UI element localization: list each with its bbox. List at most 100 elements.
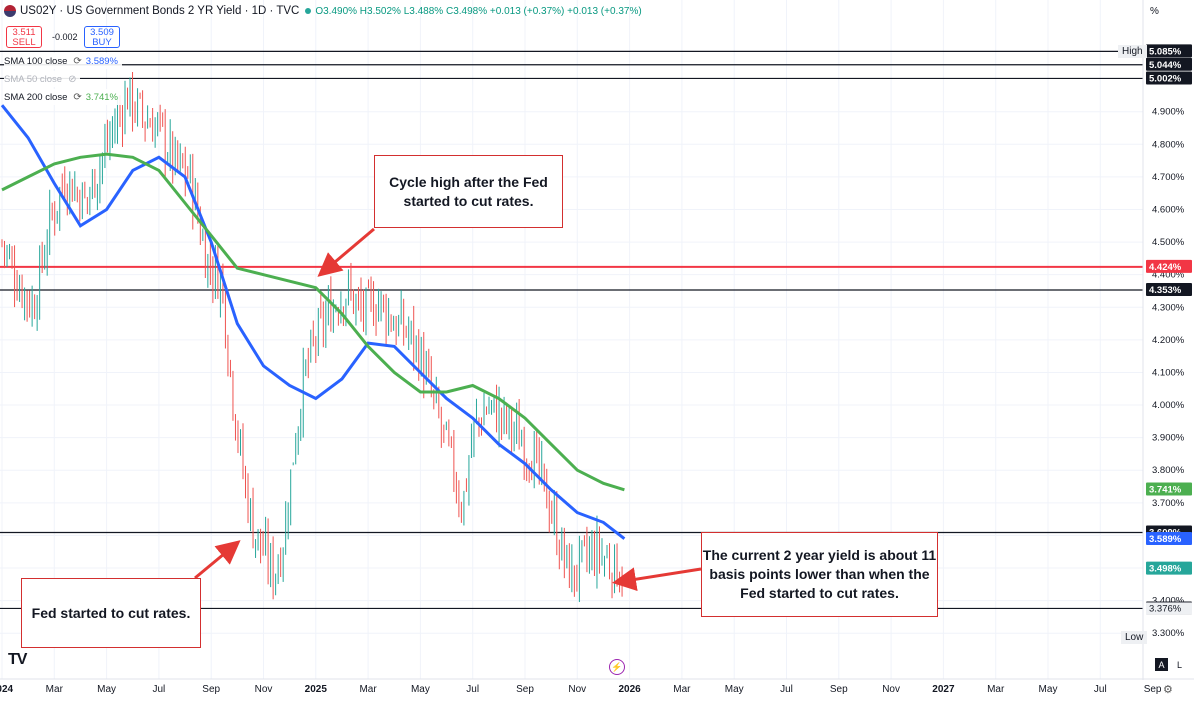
level-tag-bg bbox=[1146, 44, 1192, 58]
x-tick-label: 2024 bbox=[0, 684, 14, 695]
level-tag-bg bbox=[1146, 57, 1192, 71]
indicator-name: SMA 200 close bbox=[4, 91, 68, 103]
extreme-tag-bg bbox=[1146, 602, 1192, 615]
lightning-event-icon[interactable]: ⚡ bbox=[609, 659, 625, 675]
horizontal-lines bbox=[0, 50, 1143, 610]
x-tick-label: May bbox=[411, 684, 430, 695]
x-tick-label: Mar bbox=[673, 684, 691, 695]
sell-button[interactable]: 3.511 SELL bbox=[6, 26, 42, 48]
x-tick-label: May bbox=[1039, 684, 1058, 695]
chart-header: US02Y · US Government Bonds 2 YR Yield ·… bbox=[0, 0, 642, 22]
x-tick-label: Sep bbox=[202, 684, 220, 695]
indicator-sma100[interactable]: SMA 100 close ⟳ 3.589% bbox=[4, 53, 122, 69]
arrow-fed-cut bbox=[194, 540, 241, 580]
level-tag: 4.424% bbox=[1149, 262, 1182, 273]
y-axis-bg bbox=[1143, 0, 1194, 702]
y-tick-label: 4.400% bbox=[1152, 270, 1185, 281]
price-tag: 3.589% bbox=[1149, 534, 1182, 545]
high-label: High bbox=[1118, 45, 1147, 58]
price-tag-bg bbox=[1146, 561, 1192, 575]
tradingview-logo: TV bbox=[8, 651, 27, 668]
price-tag-bg bbox=[1146, 532, 1192, 546]
ohlc-values: O3.490% H3.502% L3.488% C3.498% +0.013 (… bbox=[315, 5, 642, 17]
x-tick-label: May bbox=[725, 684, 744, 695]
y-tick-label: 3.900% bbox=[1152, 433, 1185, 444]
x-tick-label: Sep bbox=[516, 684, 534, 695]
price-tag-bg bbox=[1146, 482, 1192, 496]
level-tag: 4.353% bbox=[1149, 285, 1182, 296]
price-tag: 3.498% bbox=[1149, 564, 1182, 575]
y-tick-label: 4.000% bbox=[1152, 400, 1185, 411]
grid bbox=[0, 0, 1154, 679]
indicator-sma50[interactable]: SMA 50 close ⊘ bbox=[4, 71, 81, 87]
y-tick-label: 4.500% bbox=[1152, 237, 1185, 248]
annotation-cycle-high: Cycle high after the Fed started to cut … bbox=[374, 155, 563, 228]
x-tick-label: Jul bbox=[153, 684, 166, 695]
x-tick-label: Jul bbox=[466, 684, 479, 695]
auto-scale-button[interactable]: A bbox=[1155, 658, 1168, 671]
settings-gear-icon[interactable]: ⚙ bbox=[1163, 684, 1173, 696]
x-tick-label: Sep bbox=[830, 684, 848, 695]
y-tick-label: 4.300% bbox=[1152, 302, 1185, 313]
y-tick-label: 3.300% bbox=[1152, 628, 1185, 639]
level-tag: 5.002% bbox=[1149, 73, 1182, 84]
log-scale-button[interactable]: L bbox=[1176, 659, 1182, 670]
hidden-eye-icon[interactable]: ⊘ bbox=[68, 73, 77, 85]
y-tick-label: 4.700% bbox=[1152, 172, 1185, 183]
settings-icon[interactable]: ⟳ bbox=[73, 55, 82, 67]
level-tag: 5.044% bbox=[1149, 60, 1182, 71]
symbol-title[interactable]: US02Y · US Government Bonds 2 YR Yield ·… bbox=[20, 5, 300, 17]
spread-value: -0.002 bbox=[52, 32, 78, 42]
indicator-sma200[interactable]: SMA 200 close ⟳ 3.741% bbox=[4, 89, 122, 105]
arrow-cycle-high bbox=[317, 227, 375, 277]
level-tag-bg bbox=[1146, 283, 1192, 297]
annotation-current-yield: The current 2 year yield is about 11 bas… bbox=[701, 532, 938, 617]
market-status-icon bbox=[305, 8, 312, 14]
x-tick-label: Nov bbox=[882, 684, 900, 695]
x-tick-label: Mar bbox=[987, 684, 1005, 695]
x-tick-label: Nov bbox=[568, 684, 586, 695]
low-label: Low bbox=[1121, 631, 1148, 644]
y-tick-label: 3.400% bbox=[1152, 596, 1185, 607]
y-tick-label: 4.900% bbox=[1152, 107, 1185, 118]
x-tick-label: 2026 bbox=[618, 684, 641, 695]
candles bbox=[1, 71, 623, 603]
sell-label: SELL bbox=[12, 37, 36, 48]
x-axis[interactable]: 2024 Mar May Jul Sep Nov 2025 Mar May Jul Sep Nov 20… bbox=[0, 678, 1194, 695]
y-tick-label: 4.600% bbox=[1152, 204, 1185, 215]
level-tag-bg bbox=[1146, 259, 1192, 273]
x-tick-label: Nov bbox=[255, 684, 273, 695]
arrow-current-yield bbox=[612, 567, 702, 592]
sma-lines bbox=[0, 104, 626, 540]
annotation-arrows bbox=[194, 227, 702, 592]
x-tick-label: Jul bbox=[1094, 684, 1107, 695]
indicator-name: SMA 100 close bbox=[4, 55, 68, 67]
level-tag: 5.085% bbox=[1149, 46, 1182, 57]
settings-icon[interactable]: ⟳ bbox=[73, 91, 82, 103]
sma-line bbox=[0, 104, 626, 540]
x-tick-label: Sep bbox=[1144, 684, 1162, 695]
x-tick-label: 2025 bbox=[305, 684, 328, 695]
indicator-value: 3.741% bbox=[85, 91, 118, 103]
y-axis[interactable]: 3.300%3.400%3.500%3.600%3.700%3.800%3.90… bbox=[1142, 0, 1194, 702]
x-tick-label: May bbox=[97, 684, 116, 695]
indicator-name: SMA 50 close bbox=[4, 73, 63, 85]
buy-price: 3.509 bbox=[90, 27, 114, 38]
x-tick-label: Mar bbox=[46, 684, 64, 695]
sell-price: 3.511 bbox=[12, 27, 36, 38]
unit-label: % bbox=[1150, 6, 1159, 17]
indicator-value: 3.589% bbox=[85, 55, 118, 67]
x-tick-label: Mar bbox=[359, 684, 377, 695]
us-flag-icon bbox=[4, 5, 16, 17]
sma-line bbox=[1, 152, 625, 492]
buy-button[interactable]: 3.509 BUY bbox=[84, 26, 120, 48]
y-tick-label: 3.700% bbox=[1152, 498, 1185, 509]
price-tag: 3.741% bbox=[1149, 484, 1182, 495]
y-tick-label: 4.100% bbox=[1152, 367, 1185, 378]
buy-label: BUY bbox=[92, 37, 112, 48]
x-tick-label: Jul bbox=[780, 684, 793, 695]
y-tick-label: 4.200% bbox=[1152, 335, 1185, 346]
annotation-fed-cut: Fed started to cut rates. bbox=[21, 578, 201, 648]
extreme-tag: 3.376% bbox=[1149, 603, 1182, 614]
